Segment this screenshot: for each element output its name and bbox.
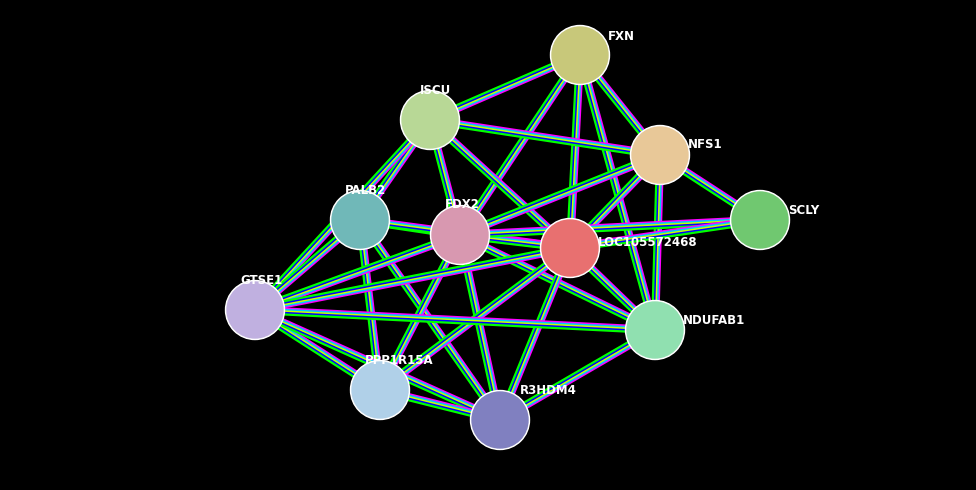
Circle shape bbox=[402, 92, 458, 148]
Circle shape bbox=[470, 391, 530, 449]
Text: R3HDM4: R3HDM4 bbox=[520, 384, 577, 396]
Circle shape bbox=[437, 213, 474, 249]
Circle shape bbox=[552, 27, 608, 83]
Circle shape bbox=[232, 288, 269, 324]
Circle shape bbox=[557, 33, 594, 69]
Text: SCLY: SCLY bbox=[788, 203, 819, 217]
Circle shape bbox=[357, 368, 394, 404]
Text: GTSE1: GTSE1 bbox=[240, 273, 282, 287]
Circle shape bbox=[472, 392, 528, 448]
Circle shape bbox=[331, 191, 389, 249]
Circle shape bbox=[550, 25, 609, 84]
Circle shape bbox=[732, 192, 788, 248]
Circle shape bbox=[350, 361, 410, 419]
Circle shape bbox=[338, 197, 374, 234]
Circle shape bbox=[332, 192, 388, 248]
Circle shape bbox=[400, 91, 460, 149]
Text: FDX2: FDX2 bbox=[445, 198, 480, 212]
Circle shape bbox=[430, 205, 490, 265]
Circle shape bbox=[542, 220, 598, 276]
Text: ISCU: ISCU bbox=[420, 83, 451, 97]
Circle shape bbox=[225, 280, 284, 340]
Circle shape bbox=[632, 127, 688, 183]
Circle shape bbox=[227, 282, 283, 338]
Circle shape bbox=[548, 225, 584, 262]
Circle shape bbox=[630, 125, 689, 185]
Circle shape bbox=[627, 302, 683, 358]
Circle shape bbox=[730, 191, 790, 249]
Text: NDUFAB1: NDUFAB1 bbox=[683, 314, 746, 326]
Circle shape bbox=[408, 98, 444, 134]
Text: PPP1R15A: PPP1R15A bbox=[365, 353, 433, 367]
Text: LOC105572468: LOC105572468 bbox=[598, 237, 698, 249]
Text: NFS1: NFS1 bbox=[688, 139, 722, 151]
Circle shape bbox=[738, 197, 774, 234]
Circle shape bbox=[541, 219, 599, 277]
Circle shape bbox=[626, 300, 684, 360]
Circle shape bbox=[477, 397, 514, 434]
Circle shape bbox=[637, 133, 674, 169]
Text: PALB2: PALB2 bbox=[345, 183, 386, 196]
Circle shape bbox=[632, 308, 669, 344]
Circle shape bbox=[432, 207, 488, 263]
Circle shape bbox=[352, 362, 408, 418]
Text: FXN: FXN bbox=[608, 30, 635, 44]
